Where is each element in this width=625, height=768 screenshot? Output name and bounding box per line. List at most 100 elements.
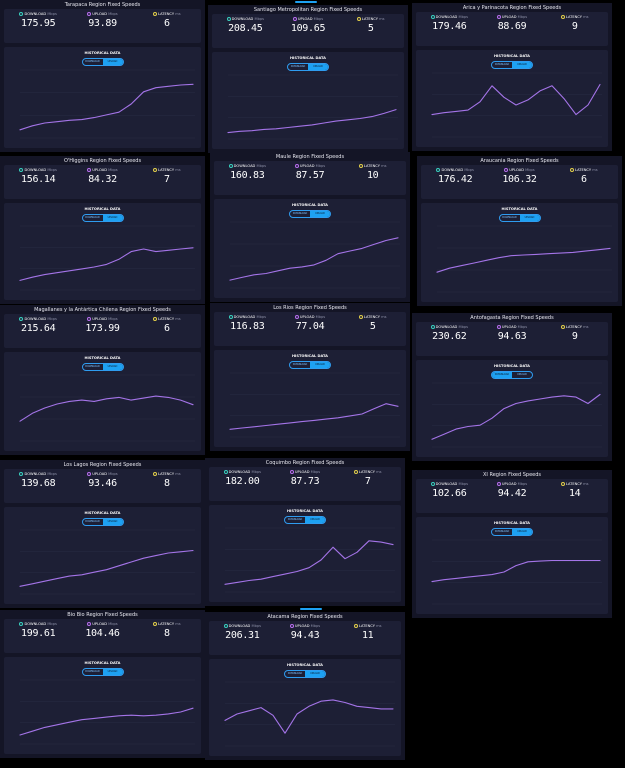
speed-toggle[interactable]: DOWNLOAD UPLOAD [289,210,331,218]
download-label: DOWNLOAD [435,325,458,329]
unit-label: ms [175,317,181,321]
unit-label: ms [376,470,382,474]
historical-title: HISTORICAL DATA [494,364,530,368]
trend-svg [19,529,195,595]
toggle-download-button[interactable]: DOWNLOAD [290,65,306,68]
speed-summary: DOWNLOAD Mbps 176.42 UPLOAD Mbps 106.32 … [421,165,618,199]
unit-label: Mbps [251,470,262,474]
speed-toggle[interactable]: DOWNLOAD UPLOAD [284,516,326,524]
download-metric: DOWNLOAD Mbps 199.61 [6,622,70,651]
upload-icon [294,315,299,319]
toggle-upload-button[interactable]: UPLOAD [102,519,123,525]
download-metric: DOWNLOAD Mbps 116.83 [216,315,279,344]
unit-label: Mbps [458,15,469,19]
toggle-upload-button[interactable]: UPLOAD [102,669,123,675]
toggle-upload-button[interactable]: UPLOAD [512,62,532,68]
download-value: 160.83 [230,170,265,181]
latency-icon [353,624,358,628]
unit-label: Mbps [310,624,321,628]
download-metric: DOWNLOAD Mbps 102.66 [418,482,481,511]
unit-label: ms [175,12,181,16]
toggle-download-button[interactable]: DOWNLOAD [494,63,510,66]
latency-label: LATENCY [361,17,378,21]
trend-chart [10,676,195,750]
latency-icon [358,164,363,168]
historical-title: HISTORICAL DATA [501,207,538,211]
download-icon [19,12,24,16]
unit-label: ms [376,624,382,628]
region-title: Maule Region Fixed Speeds [275,154,345,160]
region-title: Tarapaca Region Fixed Speeds [64,2,141,8]
toggle-download-button[interactable]: DOWNLOAD [292,212,308,215]
download-label: DOWNLOAD [231,17,254,21]
toggle-download-button[interactable]: DOWNLOAD [494,530,510,533]
toggle-upload-button[interactable]: UPLOAD [517,373,527,376]
speed-summary: DOWNLOAD Mbps 116.83 UPLOAD Mbps 77.04 L… [214,312,406,346]
historical-chart-card: HISTORICAL DATA DOWNLOAD UPLOAD [421,203,618,302]
speed-toggle[interactable]: DOWNLOAD UPLOAD [289,361,331,369]
download-label: DOWNLOAD [24,622,47,626]
unit-label: Mbps [458,482,469,486]
latency-label: LATENCY [358,624,375,628]
trend-chart [218,71,398,145]
latency-metric: LATENCY ms 8 [135,472,199,501]
download-icon [228,315,233,319]
speed-toggle[interactable]: DOWNLOAD UPLOAD [284,670,326,678]
toggle-download-button[interactable]: DOWNLOAD [85,670,100,673]
toggle-download-button[interactable]: DOWNLOAD [85,365,100,368]
toggle-upload-button[interactable]: UPLOAD [512,529,532,535]
toggle-upload-button[interactable]: UPLOAD [519,215,540,221]
historical-chart-card: HISTORICAL DATA DOWNLOAD UPLOAD [4,507,201,604]
speed-toggle[interactable]: DOWNLOAD UPLOAD [491,528,533,536]
historical-chart-card: HISTORICAL DATA DOWNLOAD UPLOAD [4,352,201,451]
speed-toggle[interactable]: DOWNLOAD UPLOAD [81,58,124,66]
toggle-upload-button[interactable]: UPLOAD [305,671,325,677]
speed-toggle[interactable]: DOWNLOAD UPLOAD [81,214,124,222]
toggle-upload-button[interactable]: UPLOAD [102,59,123,65]
upload-icon [292,17,297,21]
speed-toggle[interactable]: DOWNLOAD UPLOAD [81,363,124,371]
historical-title: HISTORICAL DATA [287,663,323,667]
latency-value: 11 [361,630,374,641]
speed-toggle[interactable]: DOWNLOAD UPLOAD [81,668,124,676]
region-card-araucania: Araucania Region Fixed Speeds DOWNLOAD M… [417,156,622,306]
unit-label: Mbps [525,168,535,172]
unit-label: ms [583,325,589,329]
upload-icon [289,470,294,474]
download-label: DOWNLOAD [441,168,464,172]
toggle-upload-button[interactable]: UPLOAD [310,211,330,217]
upload-label: UPLOAD [92,317,107,321]
toggle-download-button[interactable]: DOWNLOAD [85,520,100,523]
unit-label: Mbps [108,168,118,172]
speed-toggle[interactable]: DOWNLOAD UPLOAD [287,63,329,71]
toggle-upload-button[interactable]: UPLOAD [305,517,325,523]
upload-metric: UPLOAD Mbps 87.73 [274,470,337,499]
upload-icon [496,325,501,329]
toggle-download-button[interactable]: DOWNLOAD [287,672,303,675]
upload-label: UPLOAD [92,168,107,172]
toggle-download-button[interactable]: DOWNLOAD [287,518,303,521]
speed-toggle[interactable]: DOWNLOAD UPLOAD [491,371,533,379]
toggle-upload-button[interactable]: UPLOAD [102,215,123,221]
historical-title: HISTORICAL DATA [290,56,326,60]
upload-icon [87,168,92,172]
speed-toggle[interactable]: DOWNLOAD UPLOAD [81,518,124,526]
trend-line [224,699,394,734]
upload-label: UPLOAD [92,12,107,16]
toggle-upload-button[interactable]: UPLOAD [310,362,330,368]
toggle-download-button[interactable]: DOWNLOAD [492,372,512,378]
toggle-download-button[interactable]: DOWNLOAD [85,60,100,63]
toggle-upload-button[interactable]: UPLOAD [102,364,123,370]
speed-toggle[interactable]: DOWNLOAD UPLOAD [491,61,533,69]
upload-value: 93.89 [88,18,117,29]
toggle-download-button[interactable]: DOWNLOAD [85,216,100,219]
speed-toggle[interactable]: DOWNLOAD UPLOAD [498,214,541,222]
upload-icon [87,622,92,626]
latency-icon [153,317,158,321]
upload-metric: UPLOAD Mbps 104.46 [70,622,134,651]
download-value: 156.14 [21,174,56,185]
toggle-download-button[interactable]: DOWNLOAD [292,363,308,366]
upload-metric: UPLOAD Mbps 106.32 [487,168,551,197]
toggle-download-button[interactable]: DOWNLOAD [502,216,517,219]
toggle-upload-button[interactable]: UPLOAD [308,64,328,70]
